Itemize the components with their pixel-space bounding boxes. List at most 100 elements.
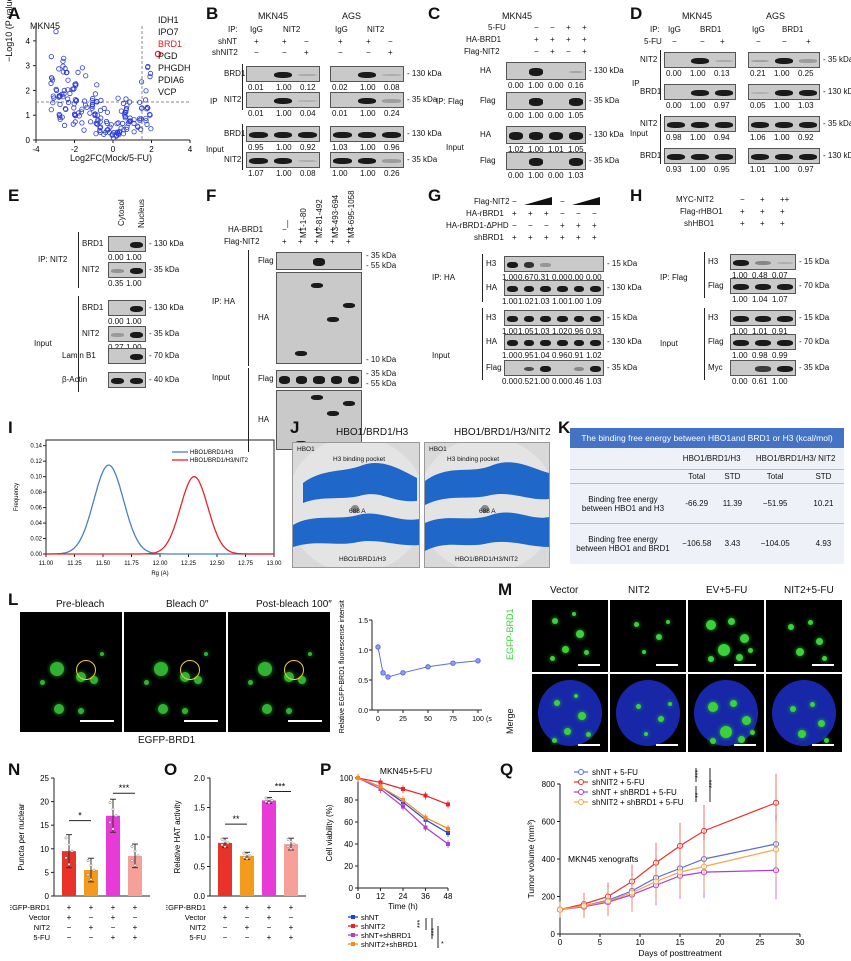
chart-title: MKN45+5-FU xyxy=(380,766,432,776)
data-point xyxy=(286,837,290,841)
kda-label: - 55 kDa xyxy=(366,261,397,270)
quant-value: 0.05 xyxy=(750,101,766,110)
quant-value: 0.26 xyxy=(384,169,400,178)
x-tick: -2 xyxy=(71,145,79,154)
col-label: NIT2 xyxy=(628,585,650,596)
quant-value: 0.00 xyxy=(568,273,584,282)
band xyxy=(507,285,518,293)
quant-value: 0.97 xyxy=(798,165,814,174)
volcano-point xyxy=(124,126,130,133)
volcano-point xyxy=(120,120,126,127)
kda-label: - 35 kDa xyxy=(149,265,180,274)
significance: *** xyxy=(709,780,716,788)
data-point xyxy=(67,843,71,846)
band xyxy=(382,73,401,77)
panel-f-ip-side: IP: HA xyxy=(212,297,236,306)
sign: − xyxy=(672,37,677,46)
j2-label: 688 A xyxy=(479,508,496,515)
quant-value: 1.00 xyxy=(126,317,142,326)
scale-bar xyxy=(812,664,834,666)
puncta xyxy=(796,648,804,656)
band xyxy=(279,376,291,384)
kda-label: - 130 kDa xyxy=(149,303,184,312)
band xyxy=(590,315,601,323)
blot-d1 xyxy=(664,84,736,100)
sign: − xyxy=(133,913,138,922)
sign: + xyxy=(133,933,138,942)
blot-g1 xyxy=(504,280,604,296)
y-tick: 1.5 xyxy=(194,804,206,813)
j1-label: 688 A xyxy=(349,508,366,515)
sign: + xyxy=(314,237,319,246)
row-label-egfp: EGFP-BRD1 xyxy=(505,608,515,660)
data-point xyxy=(220,843,224,847)
quant-value: 1.00 xyxy=(126,253,142,262)
merge-image xyxy=(688,674,764,752)
volcano-point xyxy=(65,77,71,83)
band xyxy=(691,121,709,129)
volcano-point xyxy=(65,96,71,102)
band xyxy=(298,131,317,139)
blot-label: HA xyxy=(480,130,492,139)
bracket xyxy=(78,232,79,288)
kda-label: - 130 kDa xyxy=(607,337,642,346)
row-label: Flag-rHBO1 xyxy=(680,207,723,216)
volcano-point xyxy=(115,120,121,126)
row-label: shBRD1 xyxy=(474,233,504,242)
volcano-point xyxy=(73,81,79,87)
sign: + xyxy=(338,37,343,46)
band xyxy=(130,331,143,339)
blot-d2 xyxy=(664,116,736,132)
band xyxy=(733,315,749,323)
x-label: Rg (A) xyxy=(151,571,168,577)
sign: + xyxy=(550,47,555,56)
volcano-point xyxy=(115,95,121,101)
row-label: HA-BRD1 xyxy=(228,225,264,234)
band xyxy=(667,121,685,129)
sign: − xyxy=(560,197,565,206)
quant-value: 1.00 xyxy=(732,351,748,360)
quant-value: 1.00 xyxy=(732,295,748,304)
x-tick: 75 xyxy=(449,716,457,723)
scale-bar xyxy=(812,744,834,746)
sign: + xyxy=(89,903,94,912)
scale-bar xyxy=(578,744,600,746)
band xyxy=(509,132,523,140)
band xyxy=(296,376,308,384)
sign: + xyxy=(760,195,765,204)
band xyxy=(298,73,317,77)
volcano-point xyxy=(57,116,63,122)
blot-b21 xyxy=(330,92,404,108)
legend-entry: shNT + shBRD1 + 5-FU xyxy=(592,788,677,797)
x-tick: 12.50 xyxy=(209,561,225,567)
x-tick: 2 xyxy=(149,145,154,154)
band xyxy=(357,97,377,105)
y-tick: 5 xyxy=(45,868,50,877)
sign: − xyxy=(566,47,571,56)
puncta xyxy=(550,656,555,661)
table-row-label: Binding free energy between HBO1 and H3 xyxy=(570,483,676,524)
puncta xyxy=(644,732,648,736)
band xyxy=(590,339,601,347)
quant-value: 1.00 xyxy=(690,133,706,142)
sign: + xyxy=(330,225,335,234)
volcano-point xyxy=(61,91,67,97)
sign: + xyxy=(544,233,549,242)
volcano-point xyxy=(48,107,54,113)
data-point xyxy=(270,799,274,802)
puncta xyxy=(574,694,578,698)
band xyxy=(557,285,568,293)
bar xyxy=(240,855,254,896)
band xyxy=(569,98,583,106)
band xyxy=(733,339,749,347)
row-label: Flag-NIT2 xyxy=(464,47,500,56)
kda-label: - 130 kDa xyxy=(607,283,642,292)
data-point xyxy=(267,797,271,801)
kda-label: - 130 kDa xyxy=(589,66,624,75)
volcano-point xyxy=(60,94,66,100)
volcano-point xyxy=(131,120,137,127)
x-tick: 15 xyxy=(676,938,685,947)
row-label: HA-rBRD1-ΔPHD xyxy=(446,221,509,230)
volcano-point xyxy=(94,120,100,126)
data-point xyxy=(264,800,268,803)
